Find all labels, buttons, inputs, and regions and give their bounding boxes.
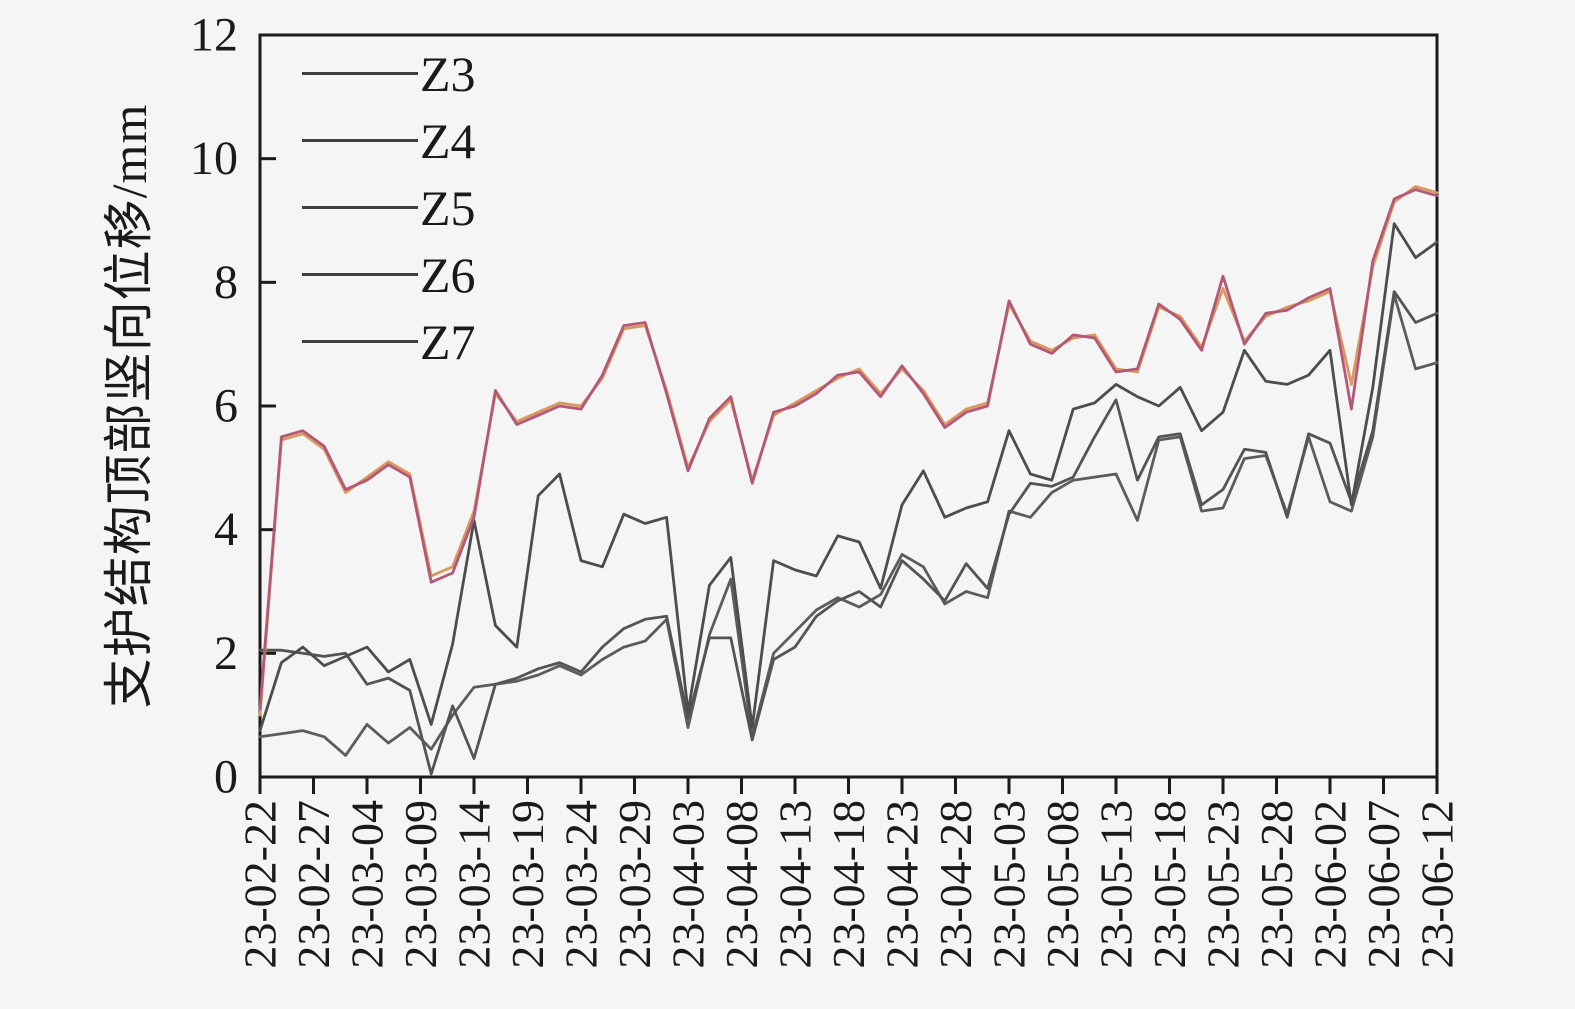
legend-label-z6: Z6 [420, 246, 476, 303]
x-tick-label: 23-04-28 [930, 800, 981, 969]
x-tick-label: 23-04-13 [770, 800, 821, 969]
x-tick-label: 23-05-23 [1198, 800, 1249, 969]
x-tick-label: 23-05-13 [1091, 800, 1142, 969]
y-tick-label: 4 [214, 503, 238, 556]
x-tick-label: 23-03-09 [395, 800, 446, 969]
legend-line-swatch-z5 [302, 206, 418, 209]
x-tick-label: 23-05-08 [1037, 800, 1088, 969]
legend-item-z7: Z7 [302, 308, 476, 375]
x-tick-label: 23-05-28 [1251, 800, 1302, 969]
y-tick-label: 6 [214, 380, 238, 433]
series-line-z7 [258, 293, 1439, 757]
x-tick-label: 23-03-14 [449, 800, 500, 969]
x-tick-label: 23-02-22 [235, 800, 286, 969]
legend-label-z4: Z4 [420, 112, 476, 169]
x-tick-label: 23-03-19 [502, 800, 553, 969]
x-tick-label: 23-04-08 [716, 800, 767, 969]
legend-item-z4: Z4 [302, 107, 476, 174]
legend-item-z6: Z6 [302, 241, 476, 308]
legend-label-z7: Z7 [420, 313, 476, 370]
legend-label-z5: Z5 [420, 179, 476, 236]
y-tick-label: 0 [214, 751, 238, 804]
y-tick-label: 2 [214, 627, 238, 680]
legend-item-z5: Z5 [302, 174, 476, 241]
x-tick-label: 23-04-23 [877, 800, 928, 969]
legend-line-swatch-z6 [302, 273, 418, 276]
legend-line-swatch-z7 [302, 340, 418, 343]
legend-label-z3: Z3 [420, 45, 476, 102]
x-tick-label: 23-03-24 [556, 800, 607, 969]
y-tick-label: 12 [190, 9, 238, 62]
series-line-z5 [258, 222, 1439, 732]
x-tick-label: 23-06-12 [1412, 800, 1463, 969]
y-tick-label: 10 [190, 132, 238, 185]
series-line-z3 [258, 188, 1439, 711]
legend-line-swatch-z4 [302, 139, 418, 142]
x-tick-label: 23-04-03 [663, 800, 714, 969]
legend-line-swatch-z3 [302, 72, 418, 75]
y-tick-label: 8 [214, 256, 238, 309]
x-tick-label: 23-06-07 [1358, 800, 1409, 969]
x-tick-label: 23-03-29 [609, 800, 660, 969]
x-tick-label: 23-05-18 [1144, 800, 1195, 969]
series-line-z6 [258, 290, 1439, 776]
legend-item-z3: Z3 [302, 40, 476, 107]
x-tick-label: 23-02-27 [288, 800, 339, 969]
legend: Z3 Z4 Z5 Z6 Z7 [302, 40, 476, 375]
x-tick-label: 23-05-03 [984, 800, 1035, 969]
x-tick-label: 23-04-18 [823, 800, 874, 969]
x-tick-label: 23-03-04 [342, 800, 393, 969]
x-tick-label: 23-06-02 [1305, 800, 1356, 969]
